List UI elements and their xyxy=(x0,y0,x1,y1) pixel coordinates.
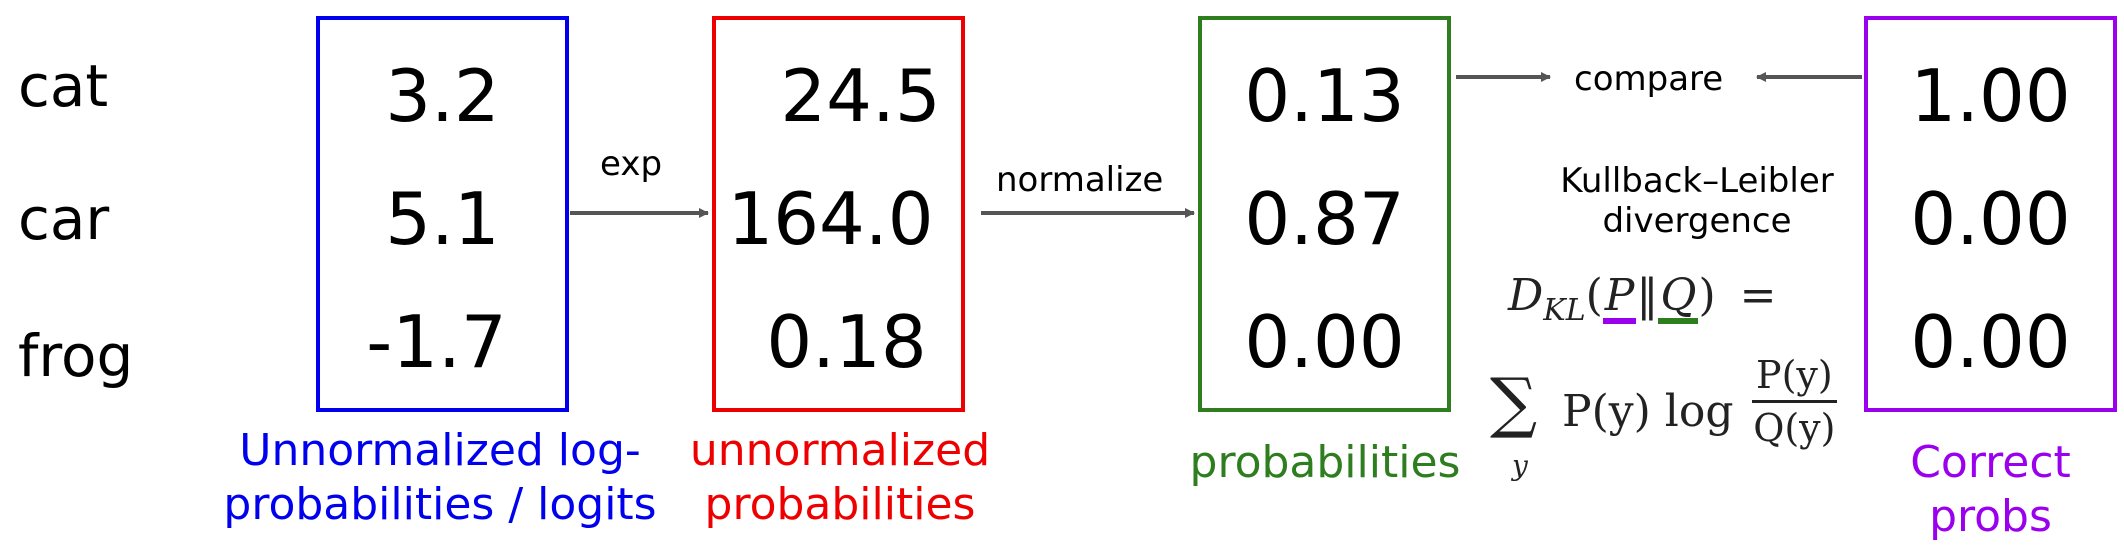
unnormalized-value: 0.18 xyxy=(766,300,927,384)
probability-value: 0.00 xyxy=(1244,300,1405,384)
kl-frac-numerator: P(y) xyxy=(1752,356,1837,403)
correct-probs-box: 1.00 0.00 0.00 xyxy=(1864,16,2117,412)
kl-q-symbol: Q xyxy=(1658,274,1699,324)
correct-prob-value: 0.00 xyxy=(1910,300,2071,384)
logits-caption-line2: probabilities / logits xyxy=(223,479,657,530)
kl-sum-symbol: ∑ xyxy=(1490,364,1538,441)
unnormalized-value: 24.5 xyxy=(780,54,941,138)
kl-separator: ‖ xyxy=(1636,270,1659,321)
probabilities-caption-line1: probabilities xyxy=(1189,437,1461,488)
kl-equals: = xyxy=(1739,270,1777,321)
kl-subscript: KL xyxy=(1543,293,1586,328)
kl-title-line2: divergence xyxy=(1602,201,1792,241)
unnormalized-value: 164.0 xyxy=(727,177,934,261)
correct-probs-caption-line1: Correct xyxy=(1910,437,2071,488)
row-label-frog: frog xyxy=(18,322,134,390)
kl-title-line1: Kullback–Leibler xyxy=(1560,161,1834,201)
kl-formula-lhs: DKL(P‖Q) = xyxy=(1508,270,1777,328)
logit-value: -1.7 xyxy=(366,300,507,384)
correct-probs-caption: Correct probs xyxy=(1864,436,2117,544)
correct-probs-caption-line2: probs xyxy=(1929,491,2052,542)
logit-value: 3.2 xyxy=(385,54,500,138)
kl-title: Kullback–Leibler divergence xyxy=(1492,164,1902,238)
logits-caption-line1: Unnormalized log- xyxy=(239,425,641,476)
kl-sum-index: y xyxy=(1512,449,1528,482)
probabilities-box: 0.13 0.87 0.00 xyxy=(1198,16,1451,412)
kl-fraction: P(y) Q(y) xyxy=(1752,356,1837,447)
kl-d-symbol: D xyxy=(1508,270,1544,321)
kl-term: P(y) log xyxy=(1562,390,1734,434)
correct-prob-value: 1.00 xyxy=(1910,54,2071,138)
unnormalized-caption: unnormalized probabilities xyxy=(620,424,1060,532)
logit-value: 5.1 xyxy=(385,177,500,261)
row-label-cat: cat xyxy=(18,52,109,120)
probability-value: 0.87 xyxy=(1244,177,1405,261)
logits-box: 3.2 5.1 -1.7 xyxy=(316,16,569,412)
kl-frac-denominator: Q(y) xyxy=(1753,406,1836,450)
compare-label: compare xyxy=(1574,59,1724,99)
kl-term-text: P(y) log xyxy=(1562,386,1734,437)
probabilities-caption: probabilities xyxy=(1165,436,1485,490)
probability-value: 0.13 xyxy=(1244,54,1405,138)
normalize-label: normalize xyxy=(996,160,1164,200)
correct-prob-value: 0.00 xyxy=(1910,177,2071,261)
unnormalized-caption-line2: probabilities xyxy=(704,479,976,530)
unnormalized-box: 24.5 164.0 0.18 xyxy=(712,16,965,412)
logits-caption: Unnormalized log- probabilities / logits xyxy=(135,424,745,532)
kl-p-symbol: P xyxy=(1602,274,1637,324)
unnormalized-caption-line1: unnormalized xyxy=(689,425,991,476)
exp-label: exp xyxy=(600,144,663,184)
row-label-car: car xyxy=(18,185,110,253)
